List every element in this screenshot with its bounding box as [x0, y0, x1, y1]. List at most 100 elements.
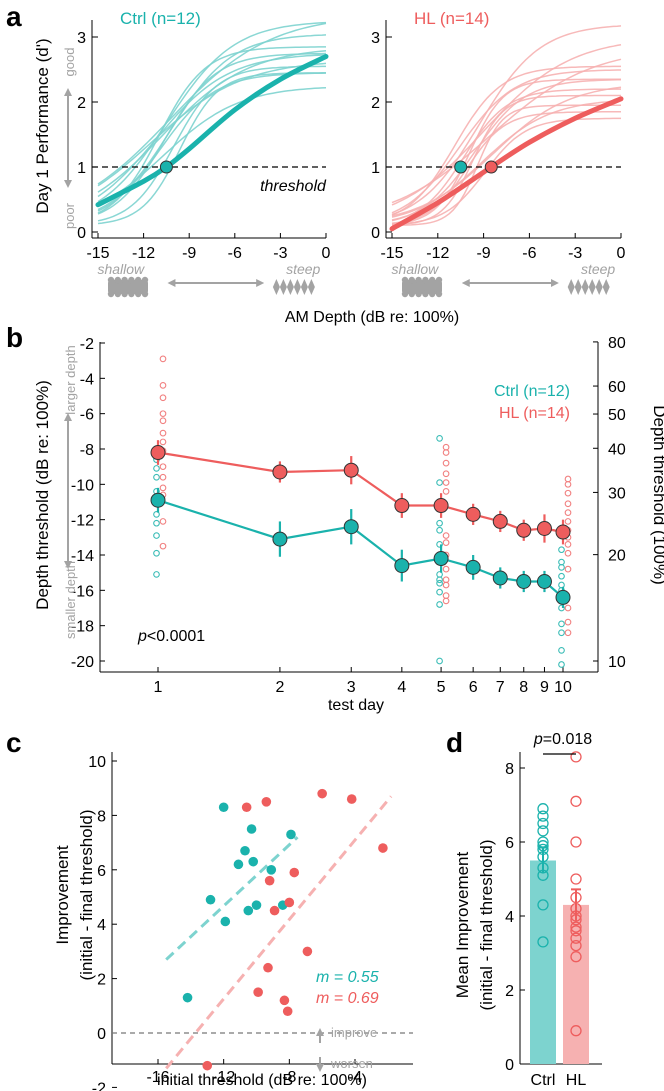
- panel-b-legend-ctrl: Ctrl (n=12): [494, 383, 570, 400]
- mean-marker: [394, 558, 410, 574]
- y-tick-label: 8: [505, 761, 514, 778]
- individual-curve: [97, 54, 327, 198]
- scatter-point: [202, 1060, 213, 1071]
- individual-point: [558, 661, 565, 668]
- shallow-label: shallow: [97, 261, 145, 277]
- y-tick-label: -12: [71, 513, 94, 530]
- y-right-tick-label: 20: [608, 548, 626, 565]
- steep-wave-diamond: [581, 279, 589, 295]
- scatter-point: [233, 859, 244, 870]
- y-tick-label: 2: [77, 95, 86, 112]
- scatter-point: [378, 843, 388, 853]
- shallow-wave-bump: [429, 276, 436, 284]
- x-tick-label: -8: [282, 1069, 296, 1086]
- mean-marker: [433, 498, 449, 514]
- individual-point: [159, 542, 167, 550]
- scatter-point: [182, 992, 193, 1003]
- steep-wave-diamond: [574, 279, 582, 295]
- mean-marker: [433, 551, 449, 567]
- individual-point: [564, 565, 572, 573]
- individual-point: [159, 410, 167, 418]
- individual-curve: [97, 22, 327, 185]
- individual-curve: [97, 21, 327, 203]
- individual-point: [537, 825, 549, 837]
- steep-wave-diamond: [286, 279, 294, 295]
- y-tick-label: 6: [505, 835, 514, 852]
- panel-a-poor-label: poor: [62, 202, 77, 229]
- shallow-wave-bump: [429, 290, 436, 298]
- shallow-wave-bump: [121, 276, 128, 284]
- series-line: [157, 451, 564, 534]
- individual-point: [558, 647, 565, 654]
- shallow-wave-bump: [422, 276, 429, 284]
- steep-wave-diamond: [293, 279, 301, 295]
- panel-a-ylabel: Day 1 Performance (d'): [33, 38, 52, 213]
- panel-a-ctrl-plot: 0 1 2 3 -15 -12 -9 -6 -3 0 Ctrl (n=12) shallow steep: [77, 9, 331, 298]
- x-tick-label: -9: [182, 245, 196, 262]
- individual-point: [159, 417, 167, 425]
- panel-b-xlabel: test day: [328, 697, 384, 714]
- individual-point: [564, 500, 572, 508]
- scatter-point: [218, 802, 229, 813]
- individual-curve: [391, 111, 621, 225]
- steep-wave-diamond: [300, 279, 308, 295]
- individual-point: [570, 795, 582, 807]
- individual-point: [558, 564, 565, 571]
- panel-a-hl-plot: 0 1 2 3 -15 -12 -9 -6 -3 0 HL (n=14) shallow steep: [371, 9, 626, 298]
- mean-marker: [536, 574, 552, 589]
- mean-marker: [555, 524, 571, 540]
- y-tick-label: 1: [371, 160, 380, 177]
- individual-point: [564, 489, 572, 497]
- individual-point: [159, 463, 167, 471]
- mean-marker: [492, 570, 508, 586]
- y-tick-label: 4: [97, 917, 106, 934]
- panel-c: c -2 0 2 4 6 8 10 -16 -12 -8 -4 Improvement (initi…: [6, 727, 413, 1091]
- individual-curve: [391, 86, 622, 217]
- scatter-point: [240, 845, 250, 856]
- individual-point: [570, 939, 582, 952]
- individual-curve: [391, 88, 621, 222]
- steep-label: steep: [286, 261, 320, 277]
- panel-c-ylabel2: (initial - final threshold): [77, 809, 96, 980]
- panel-d-plot: 0 2 4 6 8 Ctrl HL: [505, 751, 602, 1089]
- steep-label: steep: [581, 261, 615, 277]
- y-tick-label: 4: [505, 909, 514, 926]
- y-tick-label: 0: [97, 1026, 106, 1043]
- x-tick-label: 9: [540, 679, 549, 696]
- scatter-point: [261, 797, 272, 807]
- shallow-wave-bump: [114, 276, 122, 284]
- y-tick-label: 6: [97, 863, 106, 880]
- panel-c-xlabel: initial threshold (dB re: 100%): [157, 1072, 367, 1089]
- individual-point: [436, 541, 443, 548]
- shallow-wave-bump: [422, 290, 429, 298]
- panel-b-smaller-depth-label: smaller depth: [63, 561, 78, 639]
- y-tick-label: 2: [97, 972, 106, 989]
- bar: [530, 860, 556, 1064]
- shallow-wave-bump: [435, 290, 443, 298]
- x-tick-label: -3: [273, 245, 287, 262]
- individual-point: [570, 925, 582, 937]
- individual-point: [159, 518, 167, 525]
- individual-point: [159, 429, 167, 437]
- individual-point: [564, 549, 572, 557]
- panel-c-improve-label: improve: [331, 1025, 377, 1040]
- y-right-tick-label: 80: [608, 335, 626, 352]
- y-tick-label: 3: [77, 30, 86, 47]
- shallow-wave-bump: [107, 276, 115, 284]
- individual-point: [558, 572, 565, 580]
- panel-b: b -20 -18 -16 -14 -12 -10 -8 -6 -4 -2 10 20 30 40 50 60…: [6, 322, 664, 714]
- individual-curve: [391, 78, 622, 221]
- individual-point: [564, 509, 572, 516]
- x-tick-label: 7: [496, 679, 505, 696]
- individual-point: [442, 581, 450, 589]
- individual-point: [153, 549, 160, 557]
- scatter-point: [264, 875, 275, 886]
- y-tick-label: -10: [71, 477, 94, 494]
- panel-d: d 0 2 4 6 8 Ctrl HL Mean Improvement (initial …: [446, 727, 602, 1089]
- scatter-point: [282, 1006, 293, 1017]
- panel-c-label: c: [6, 727, 22, 758]
- individual-point: [564, 604, 572, 612]
- y-right-tick-label: 60: [608, 379, 626, 396]
- y-right-tick-label: 40: [608, 441, 626, 458]
